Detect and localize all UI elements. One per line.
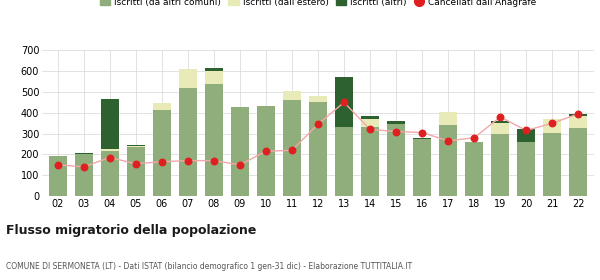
Bar [491,123,509,134]
Bar [517,129,535,142]
Legend: Iscritti (da altri comuni), Iscritti (dall'estero), Iscritti (altri), Cancellati: Iscritti (da altri comuni), Iscritti (da… [96,0,540,10]
Bar [49,157,67,196]
Point [574,112,583,116]
Bar [74,154,93,196]
Bar [127,145,145,146]
Bar [127,146,145,147]
Bar [517,142,535,196]
Point [235,163,245,167]
Bar [387,121,405,124]
Bar [335,127,353,196]
Point [365,127,375,132]
Bar [74,153,93,154]
Bar [387,124,405,196]
Bar [205,84,223,196]
Point [183,158,193,163]
Bar [491,134,509,196]
Point [339,100,349,105]
Bar [309,102,327,196]
Bar [231,107,249,196]
Point [469,136,479,140]
Bar [569,114,587,116]
Bar [439,112,457,125]
Bar [543,119,562,132]
Point [391,129,401,134]
Bar [543,132,562,196]
Bar [127,147,145,196]
Bar [283,91,301,100]
Point [261,149,271,153]
Bar [361,116,379,119]
Bar [205,71,223,84]
Bar [179,88,197,196]
Bar [257,106,275,196]
Bar [179,69,197,88]
Bar [309,96,327,102]
Point [79,165,88,169]
Point [157,159,167,164]
Point [418,130,427,135]
Point [287,148,297,153]
Bar [152,103,171,110]
Point [209,158,218,163]
Bar [569,116,587,129]
Point [496,115,505,119]
Bar [413,138,431,139]
Bar [101,99,119,149]
Point [548,121,557,125]
Bar [361,127,379,196]
Bar [335,78,353,127]
Text: COMUNE DI SERMONETA (LT) - Dati ISTAT (bilancio demografico 1 gen-31 dic) - Elab: COMUNE DI SERMONETA (LT) - Dati ISTAT (b… [6,262,412,271]
Bar [465,142,484,196]
Bar [361,119,379,127]
Bar [569,129,587,196]
Bar [152,110,171,196]
Point [131,162,140,166]
Bar [439,125,457,196]
Bar [283,100,301,196]
Bar [491,121,509,123]
Text: Flusso migratorio della popolazione: Flusso migratorio della popolazione [6,224,256,237]
Bar [101,149,119,151]
Point [105,155,115,160]
Bar [101,151,119,196]
Point [521,128,531,133]
Point [313,122,323,127]
Bar [205,68,223,71]
Point [53,163,62,167]
Bar [413,139,431,196]
Point [443,139,453,143]
